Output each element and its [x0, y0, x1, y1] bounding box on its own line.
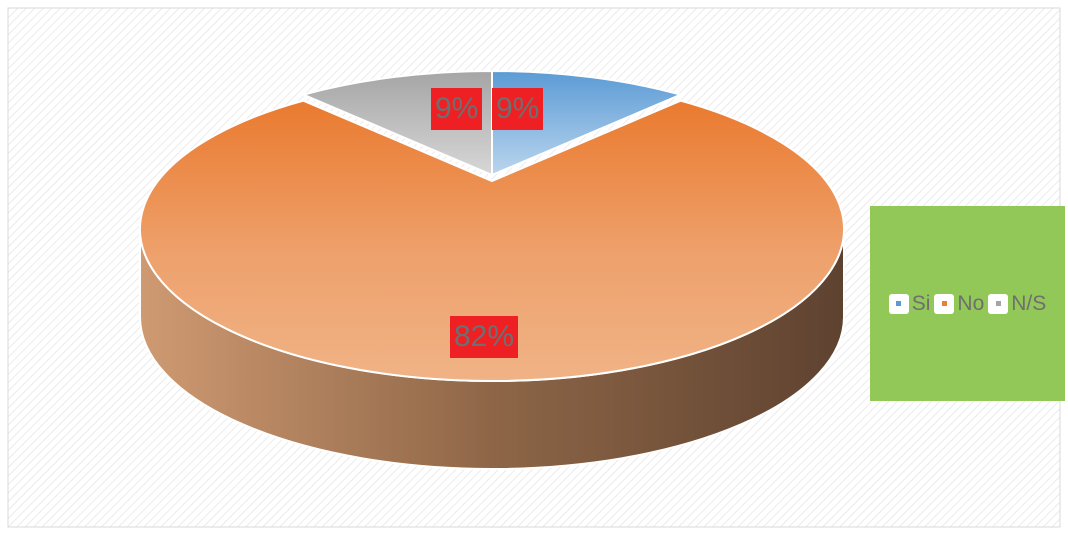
- legend-swatch-no: [934, 293, 955, 314]
- legend-item-no: No: [934, 292, 984, 316]
- legend-label-si: Si: [911, 291, 931, 315]
- data-label-ns: 9%: [431, 88, 483, 130]
- legend-swatch-si: [888, 293, 909, 314]
- legend-item-si: Si: [888, 291, 931, 316]
- legend-label-no: No: [957, 291, 985, 315]
- legend-swatch-ns: [988, 293, 1009, 314]
- data-label-si: 9%: [492, 88, 544, 130]
- legend-item-ns: N/S: [988, 292, 1046, 316]
- pie-slice-no: [139, 99, 845, 382]
- legend-label-ns: N/S: [1011, 291, 1047, 315]
- legend: Si No N/S: [870, 206, 1065, 401]
- data-label-no: 82%: [450, 316, 519, 358]
